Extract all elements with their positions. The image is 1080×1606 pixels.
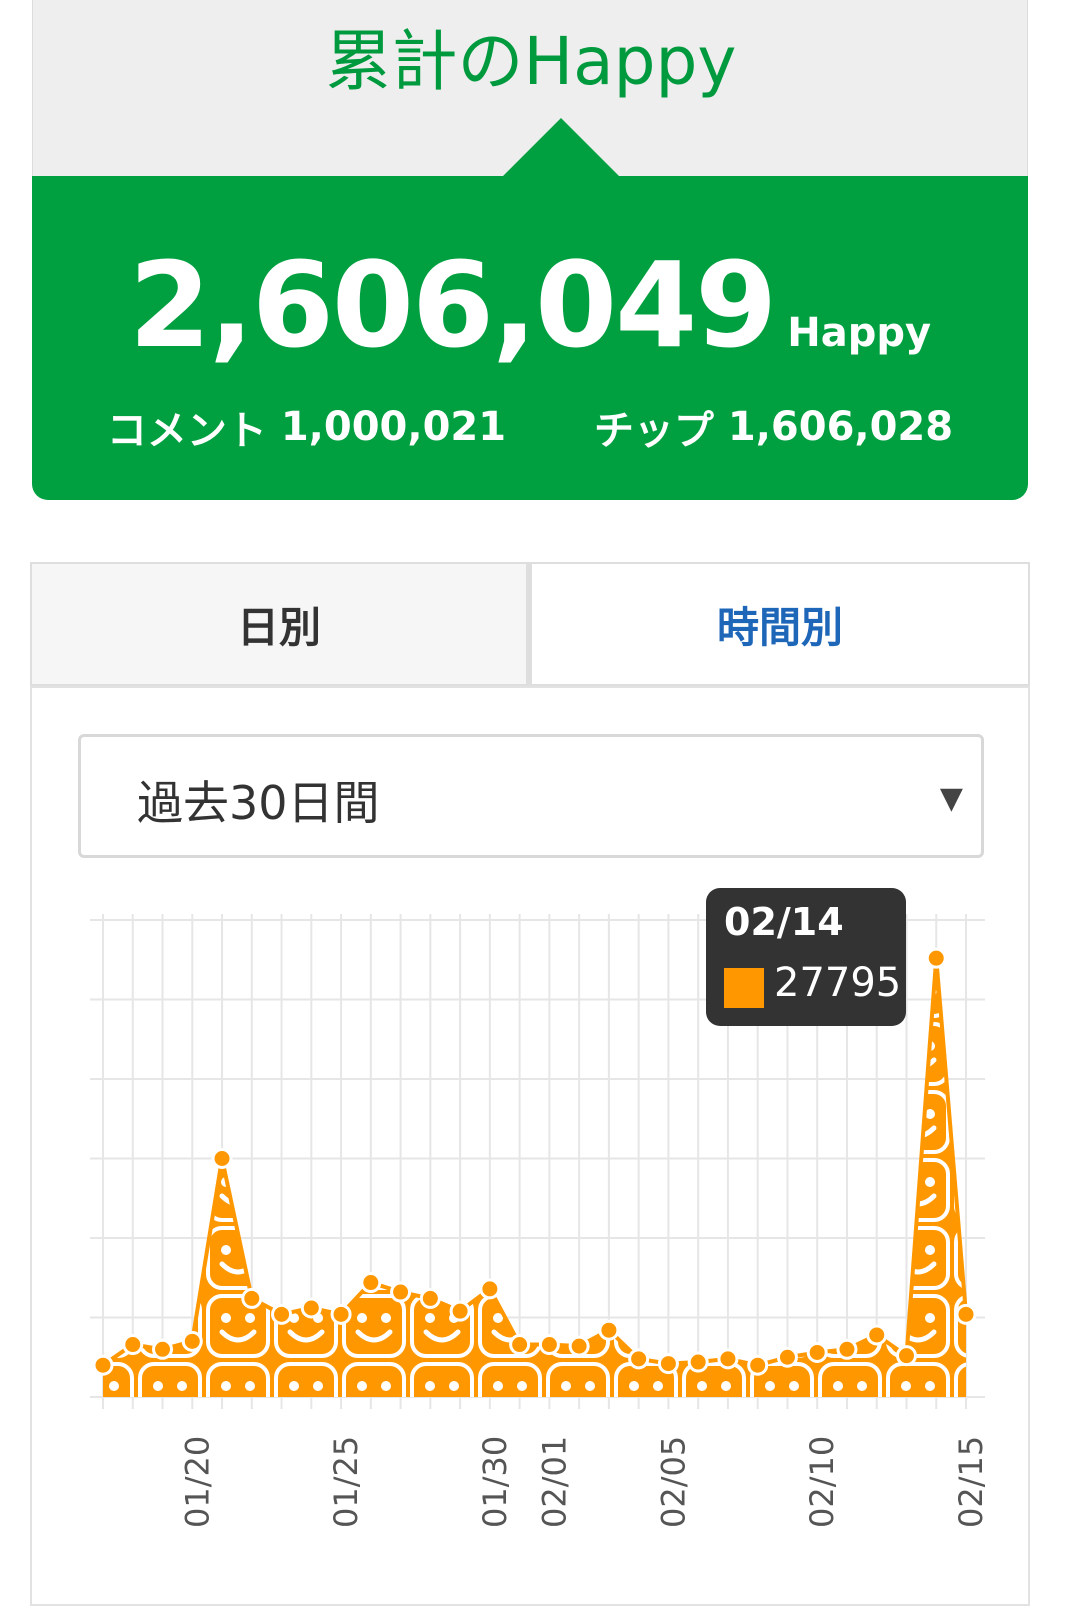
x-tick-label: 01/20	[178, 1436, 216, 1528]
x-tick-label: 02/15	[952, 1436, 990, 1528]
chart-panel: 過去30日間 ▼	[30, 686, 1030, 1606]
data-point[interactable]	[211, 1148, 233, 1169]
data-point[interactable]	[449, 1300, 471, 1322]
data-point[interactable]	[925, 947, 947, 969]
summary-title: 累計のHappy	[325, 23, 737, 100]
tip-value: 1,606,028	[727, 404, 954, 450]
period-select[interactable]: 過去30日間 ▼	[78, 734, 984, 858]
tab-hourly[interactable]: 時間別	[530, 562, 1030, 686]
series-points	[92, 947, 977, 1376]
data-point[interactable]	[152, 1338, 174, 1360]
data-point[interactable]	[538, 1334, 560, 1356]
summary-header: 累計のHappy	[32, 0, 1028, 178]
data-point[interactable]	[628, 1348, 650, 1370]
data-point[interactable]	[657, 1353, 679, 1375]
happy-breakdown: コメント 1,000,021 チップ 1,606,028	[32, 398, 1028, 456]
series-area	[103, 958, 966, 1397]
x-tick-label: 02/05	[654, 1436, 692, 1528]
period-select-value: 過去30日間	[137, 776, 380, 830]
data-point[interactable]	[776, 1346, 798, 1368]
happy-summary-card: 累計のHappy 2,606,049 Happy コメント 1,000,021 チ…	[32, 0, 1028, 500]
x-axis-ticks: 01/20 01/25 01/30 02/01 02/05 02/10 02/15	[178, 1436, 990, 1528]
data-point[interactable]	[330, 1303, 352, 1325]
data-point[interactable]	[390, 1281, 412, 1303]
comment-value: 1,000,021	[280, 404, 507, 450]
summary-pointer-arrow	[501, 118, 621, 178]
data-point[interactable]	[241, 1287, 263, 1309]
data-point[interactable]	[300, 1297, 322, 1319]
summary-body: 2,606,049 Happy コメント 1,000,021 チップ 1,606,…	[32, 176, 1028, 500]
data-point[interactable]	[717, 1348, 739, 1370]
caret-down-icon: ▼	[939, 781, 963, 816]
data-point[interactable]	[271, 1303, 293, 1325]
data-point[interactable]	[419, 1287, 441, 1309]
data-point[interactable]	[747, 1354, 769, 1376]
data-point[interactable]	[122, 1334, 144, 1356]
tooltip-value: 27795	[774, 960, 902, 1006]
data-point[interactable]	[955, 1303, 977, 1325]
tooltip-swatch	[724, 968, 764, 1008]
data-point[interactable]	[181, 1330, 203, 1352]
tab-daily[interactable]: 日別	[30, 562, 530, 686]
x-tick-label: 01/25	[327, 1436, 365, 1528]
total-happy: 2,606,049 Happy	[32, 236, 1028, 374]
data-point[interactable]	[836, 1338, 858, 1360]
chart-tabs: 日別 時間別	[30, 562, 1030, 686]
comment-label: コメント	[106, 408, 267, 454]
data-point[interactable]	[866, 1324, 888, 1346]
data-point[interactable]	[568, 1335, 590, 1357]
data-point[interactable]	[598, 1319, 620, 1341]
data-point[interactable]	[509, 1334, 531, 1356]
x-tick-label: 02/01	[535, 1436, 573, 1528]
chart-tooltip: 02/14 27795	[706, 888, 906, 1026]
data-point[interactable]	[895, 1345, 917, 1367]
x-tick-label: 02/10	[803, 1436, 841, 1528]
data-point[interactable]	[806, 1341, 828, 1363]
data-point[interactable]	[479, 1278, 501, 1300]
x-tick-label: 01/30	[476, 1436, 514, 1528]
total-happy-value: 2,606,049	[128, 236, 777, 374]
data-point[interactable]	[92, 1354, 114, 1376]
data-point[interactable]	[687, 1351, 709, 1373]
total-happy-unit: Happy	[787, 310, 932, 356]
data-point[interactable]	[360, 1272, 382, 1294]
tooltip-date: 02/14	[724, 900, 844, 944]
tip-label: チップ	[593, 408, 714, 454]
